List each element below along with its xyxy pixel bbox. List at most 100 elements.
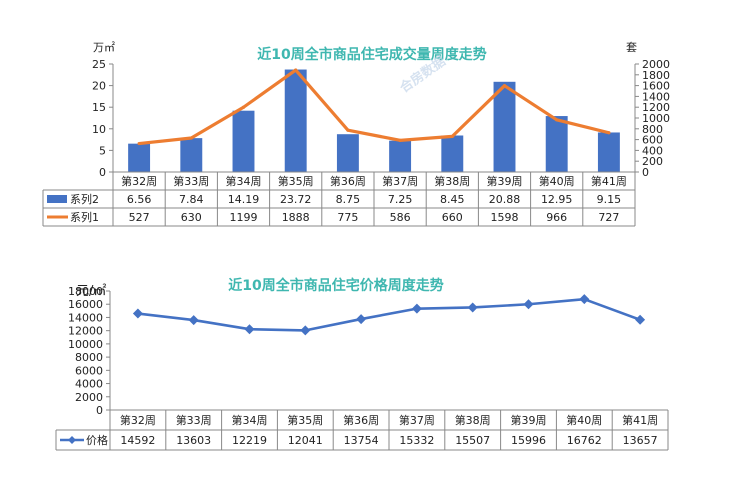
chart1-right-tick-label: 2000: [642, 58, 670, 71]
chart1-line-point: [555, 118, 559, 122]
chart1-bar: [336, 134, 359, 172]
chart2-category-label: 第35周: [287, 413, 323, 427]
chart1-line-value: 630: [181, 211, 202, 224]
chart1-bar: [389, 140, 412, 172]
chart2-category-label: 第33周: [176, 413, 212, 427]
chart2-line-point: [244, 324, 255, 335]
chart1-bar: [128, 143, 151, 172]
chart1-bar-value: 7.25: [388, 193, 413, 206]
chart1-bar-value: 20.88: [489, 193, 521, 206]
chart2-tick-label: 18000: [68, 285, 103, 298]
chart1-bar: [441, 135, 464, 172]
chart2-line-path: [137, 297, 641, 332]
chart1-right-tick-label: 1600: [642, 80, 670, 93]
chart2-unit: 元/㎡: [76, 284, 106, 299]
chart1-bar: [232, 110, 255, 172]
chart2-title: 近10周全市商品住宅价格周度走势: [228, 277, 443, 294]
chart2-value: 16762: [567, 434, 602, 447]
chart1-right-tick-label: 1400: [642, 90, 670, 103]
chart2-tick-label: 2000: [75, 391, 103, 404]
chart1-line-point: [607, 131, 611, 135]
chart1-right-tick-label: 800: [642, 123, 663, 136]
chart1-line-value: 527: [129, 211, 150, 224]
chart2-value: 12041: [288, 434, 323, 447]
chart1-bar-value: 8.75: [336, 193, 361, 206]
chart2-category-label: 第34周: [232, 413, 268, 427]
chart1-line-value: 1199: [230, 211, 258, 224]
chart1-line-point: [346, 128, 350, 132]
chart1-right-tick-label: 400: [642, 144, 663, 157]
chart1-category-label: 第33周: [173, 174, 209, 188]
chart2-value: 14592: [120, 434, 155, 447]
chart1-category-label: 第35周: [278, 174, 314, 188]
chart2-line-point: [300, 325, 311, 336]
chart1-data-table: 第32周 6.56 527 第33周 7.84 630 第34周 14.19 1199 第35周 2…: [42, 171, 636, 227]
chart2-value: 15996: [511, 434, 546, 447]
chart1-left-tick-label: 15: [92, 101, 106, 114]
chart2-category-label: 第39周: [511, 413, 547, 427]
chart2-tick-label: 4000: [75, 378, 103, 391]
chart1-category-label: 第40周: [539, 174, 575, 188]
chart1-left-tick-label: 25: [92, 58, 106, 71]
chart2-tick-label: 10000: [68, 338, 103, 351]
chart1-bars: [128, 69, 620, 172]
chart1-right-tick-label: 600: [642, 134, 663, 147]
chart1-line-point: [189, 136, 193, 140]
chart2-category-label: 第40周: [566, 413, 602, 427]
chart1-left-tick-label: 0: [99, 166, 106, 179]
chart1-category-label: 第34周: [226, 174, 262, 188]
chart2-value: 15507: [455, 434, 490, 447]
chart2-tick-label: 14000: [68, 311, 103, 324]
chart1-bar: [597, 132, 620, 172]
chart2-line-point: [188, 315, 199, 326]
legend-label-series1: 系列1: [70, 210, 99, 224]
chart1-bar: [180, 138, 203, 172]
chart1-bar: [545, 116, 568, 172]
chart1-bar-value: 6.56: [127, 193, 152, 206]
chart1-right-unit: 套: [626, 41, 637, 54]
chart1-line-value: 586: [390, 211, 411, 224]
chart1-line-path: [138, 68, 610, 146]
chart1-left-tick-label: 10: [92, 123, 106, 136]
chart1-line-value: 727: [598, 211, 619, 224]
chart1-bar-value: 12.95: [541, 193, 573, 206]
chart1-category-label: 第37周: [382, 174, 418, 188]
chart2-line-point: [579, 294, 590, 305]
chart2-value: 13657: [623, 434, 658, 447]
chart1-bar-value: 7.84: [179, 193, 204, 206]
chart1-bar-value: 23.72: [280, 193, 312, 206]
chart1-bar-value: 9.15: [597, 193, 622, 206]
chart1-right-tick-label: 200: [642, 155, 663, 168]
chart1-line-point: [450, 134, 454, 138]
chart2-category-label: 第37周: [399, 413, 435, 427]
chart1-line-point: [294, 68, 298, 72]
chart1-line-point: [137, 141, 141, 146]
chart1-category-label: 第32周: [121, 174, 157, 188]
chart1-left-axis: 0 5 10 15 20 25: [92, 58, 114, 179]
chart2-value: 15332: [399, 434, 434, 447]
chart1-right-tick-label: 0: [642, 166, 649, 179]
chart1-left-tick-label: 5: [99, 144, 106, 157]
chart1-line-point: [398, 138, 402, 142]
chart1-category-label: 第36周: [330, 174, 366, 188]
chart1-bar: [493, 81, 516, 172]
chart1-left-tick-label: 20: [92, 80, 106, 93]
chart1-category-label: 第39周: [487, 174, 523, 188]
chart1-category-label: 第38周: [434, 174, 470, 188]
chart1-line-value: 775: [337, 211, 358, 224]
chart2-tick-label: 8000: [75, 351, 103, 364]
chart1-line-point: [502, 84, 507, 88]
chart2-value: 13754: [344, 434, 379, 447]
chart2-line-point: [523, 299, 534, 310]
chart1-line: [137, 68, 611, 146]
chart2-category-label: 第32周: [120, 413, 156, 427]
chart2-tick-label: 0: [96, 404, 103, 417]
chart1-category-label: 第41周: [591, 174, 627, 188]
chart1-line-value: 1888: [282, 211, 310, 224]
chart1-bar-value: 14.19: [228, 193, 260, 206]
chart2-tick-label: 16000: [68, 298, 103, 311]
chart2-category-label: 第38周: [455, 413, 491, 427]
legend-key-marker: [68, 436, 76, 444]
